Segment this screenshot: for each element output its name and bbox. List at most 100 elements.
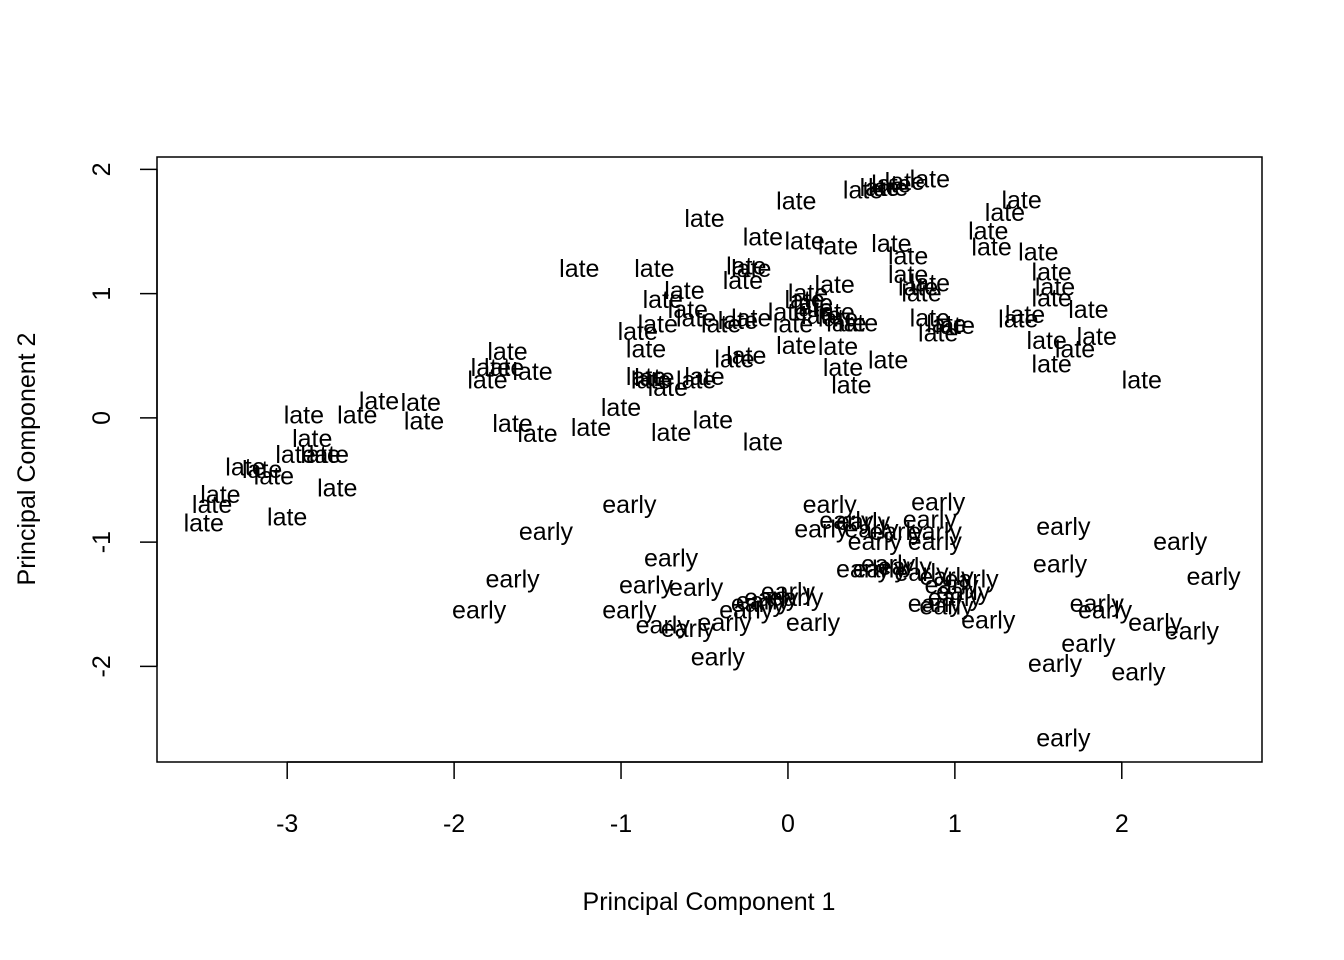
point-label-early: early: [1078, 596, 1133, 624]
point-label-late: late: [571, 414, 611, 442]
point-label-late: late: [818, 304, 858, 332]
point-label-late: late: [918, 319, 958, 347]
point-label-late: late: [831, 372, 871, 400]
point-label-late: late: [768, 298, 808, 326]
point-label-late: late: [309, 441, 349, 469]
point-label-late: late: [1035, 273, 1075, 301]
point-label-early: early: [961, 606, 1016, 634]
point-label-early: early: [924, 572, 979, 600]
point-label-late: late: [898, 273, 938, 301]
point-label-late: late: [776, 188, 816, 216]
point-label-early: early: [602, 596, 657, 624]
point-label-late: late: [1027, 327, 1067, 355]
point-label-late: late: [684, 205, 724, 233]
point-label-late: late: [184, 509, 224, 537]
point-label-late: late: [651, 419, 691, 447]
point-label-late: late: [693, 406, 733, 434]
x-tick-label: -3: [276, 810, 298, 838]
point-label-early: early: [1061, 630, 1116, 658]
point-label-late: late: [801, 302, 841, 330]
point-label-late: late: [818, 333, 858, 361]
point-label-late: late: [676, 304, 716, 332]
point-label-early: early: [485, 565, 540, 593]
y-tick-label: -2: [88, 655, 116, 677]
point-label-early: early: [452, 596, 507, 624]
point-label-early: early: [836, 508, 891, 536]
point-label-late: late: [467, 367, 507, 395]
point-label-early: early: [644, 544, 699, 572]
point-label-late: late: [676, 367, 716, 395]
point-label-early: early: [1033, 550, 1088, 578]
point-label-late: late: [743, 429, 783, 457]
y-axis: -2 -1 0 1 2: [88, 162, 158, 677]
point-label-early: early: [908, 518, 963, 546]
point-label-late: late: [267, 503, 307, 531]
point-label-early: early: [908, 528, 963, 556]
point-label-late: late: [1032, 350, 1072, 378]
point-label-late: late: [601, 394, 641, 422]
x-tick-label: 1: [948, 810, 962, 838]
point-label-late: late: [910, 270, 950, 298]
point-label-early: early: [769, 584, 824, 612]
point-label-late: late: [718, 307, 758, 335]
point-label-late: late: [985, 199, 1025, 227]
point-label-late: late: [192, 491, 232, 519]
point-label-early: early: [697, 609, 752, 637]
x-tick-label: 2: [1115, 810, 1129, 838]
point-label-late: late: [910, 304, 950, 332]
point-label-late: late: [517, 420, 557, 448]
point-label-late: late: [1032, 285, 1072, 313]
point-label-early: early: [1186, 563, 1241, 591]
point-label-late: late: [471, 354, 511, 382]
point-label-early: early: [786, 609, 841, 637]
point-label-early: early: [1036, 724, 1091, 752]
point-label-late: late: [254, 462, 294, 490]
point-label-late: late: [888, 242, 928, 270]
y-axis-title: Principal Component 2: [13, 333, 41, 586]
point-label-late: late: [910, 165, 950, 193]
point-label-late: late: [300, 441, 340, 469]
point-label-early: early: [1128, 609, 1183, 637]
point-label-late: late: [626, 336, 666, 364]
point-label-late: late: [818, 232, 858, 260]
point-label-late: late: [860, 174, 900, 202]
point-label-late: late: [648, 374, 688, 402]
point-label-late: late: [843, 177, 883, 205]
point-label-late: late: [871, 230, 911, 258]
point-label-early: early: [602, 491, 657, 519]
point-label-late: late: [487, 338, 527, 366]
point-label-late: late: [225, 454, 265, 482]
point-label-late: late: [404, 408, 444, 436]
y-tick-label: 0: [88, 411, 116, 425]
point-label-late: late: [701, 311, 741, 339]
point-label-early: early: [794, 516, 849, 544]
point-label-late: late: [643, 286, 683, 314]
point-label-late: late: [1122, 367, 1162, 395]
point-label-early: early: [619, 572, 674, 600]
point-label-late: late: [337, 401, 377, 429]
point-label-late: late: [793, 290, 833, 318]
y-tick-label: 1: [88, 287, 116, 301]
point-label-late: late: [784, 286, 824, 314]
point-label-late: late: [868, 174, 908, 202]
x-tick-label: 0: [781, 810, 795, 838]
point-label-late: late: [1068, 296, 1108, 324]
x-axis: -3 -2 -1 0 1 2: [276, 761, 1129, 838]
point-label-late: late: [492, 410, 532, 438]
point-label-early: early: [844, 516, 899, 544]
point-label-early: early: [1111, 659, 1166, 687]
point-label-early: early: [819, 507, 874, 535]
point-label-early: early: [928, 584, 983, 612]
point-label-late: late: [484, 354, 524, 382]
point-label-early: early: [669, 574, 724, 602]
point-label-late: late: [401, 389, 441, 417]
point-label-late: late: [935, 312, 975, 340]
point-label-late: late: [731, 255, 771, 283]
point-label-late: late: [317, 475, 357, 503]
x-axis-title: Principal Component 1: [583, 888, 836, 916]
point-label-early: early: [1036, 513, 1091, 541]
point-label-early: early: [919, 563, 974, 591]
point-label-early: early: [936, 578, 991, 606]
point-label-early: early: [861, 550, 916, 578]
